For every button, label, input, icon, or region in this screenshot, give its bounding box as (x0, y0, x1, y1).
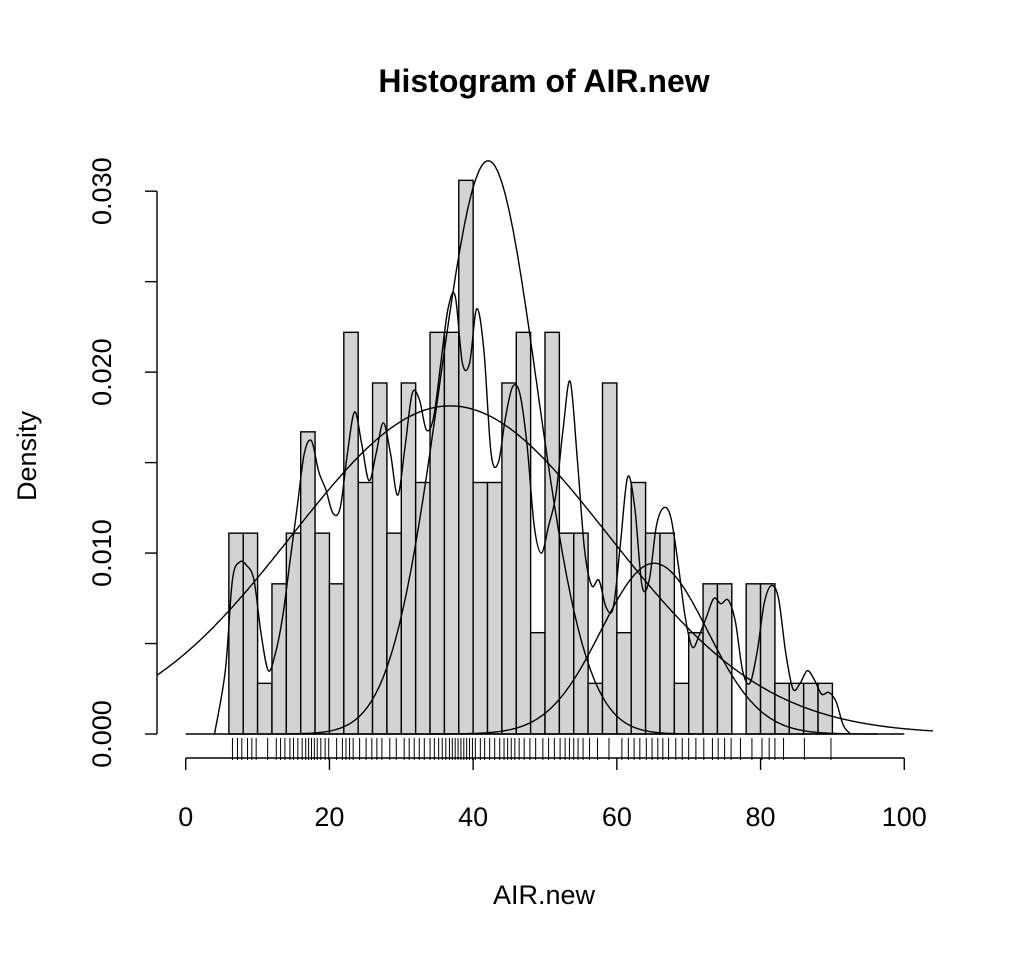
histogram-bar (472, 481, 489, 735)
kernel-density-curve (213, 292, 851, 735)
x-tick-label: 80 (746, 802, 776, 832)
x-tick-label: 0 (178, 802, 193, 832)
density-curves (156, 160, 934, 735)
histogram-bar (716, 583, 733, 735)
histogram-bar (759, 583, 776, 735)
histogram-bar (630, 481, 647, 735)
histogram-bar (688, 631, 704, 735)
histogram-bar (601, 382, 618, 735)
mixture-component-curve (430, 562, 878, 735)
histogram-bar (458, 179, 474, 735)
histogram-bar (285, 532, 302, 735)
x-tick-label: 60 (602, 802, 632, 832)
histogram-bar (314, 532, 331, 735)
histogram-bar (256, 682, 273, 735)
histogram-bar (328, 583, 345, 735)
histogram-bar (587, 682, 604, 735)
histogram-bar (343, 331, 359, 735)
y-tick-label: 0.020 (87, 338, 117, 406)
normal-density-curve (156, 405, 934, 732)
y-tick-label: 0.030 (87, 157, 117, 225)
chart-title: Histogram of AIR.new (378, 63, 709, 99)
histogram-bars (228, 179, 834, 735)
histogram-bar (300, 431, 316, 735)
histogram-bar (515, 331, 532, 735)
histogram-bar (386, 532, 402, 735)
histogram-bar (745, 583, 762, 735)
histogram-bar (558, 532, 575, 735)
histogram-bar (486, 481, 503, 735)
histogram-bar (501, 382, 517, 735)
y-axis: 0.000 0.010 0.020 0.030 (87, 157, 158, 768)
x-tick-label: 40 (458, 802, 488, 832)
x-tick-label: 100 (882, 802, 927, 832)
x-axis: 0 20 40 60 80 100 (178, 757, 927, 832)
y-axis-title: Density (12, 410, 42, 501)
histogram-bar (357, 481, 374, 735)
histogram-bar (443, 331, 460, 735)
mixture-component-curve (283, 160, 694, 735)
y-tick-label: 0.000 (87, 700, 117, 768)
x-tick-label: 20 (314, 802, 344, 832)
histogram-bar (673, 682, 690, 735)
histogram-bar (228, 532, 244, 735)
histogram-bar (802, 682, 819, 735)
histogram-bar (788, 682, 805, 735)
y-tick-label: 0.010 (87, 519, 117, 587)
x-axis-title: AIR.new (493, 880, 596, 910)
histogram-bar (659, 532, 676, 735)
rug-marks (231, 738, 832, 760)
histogram-bar (414, 481, 431, 735)
